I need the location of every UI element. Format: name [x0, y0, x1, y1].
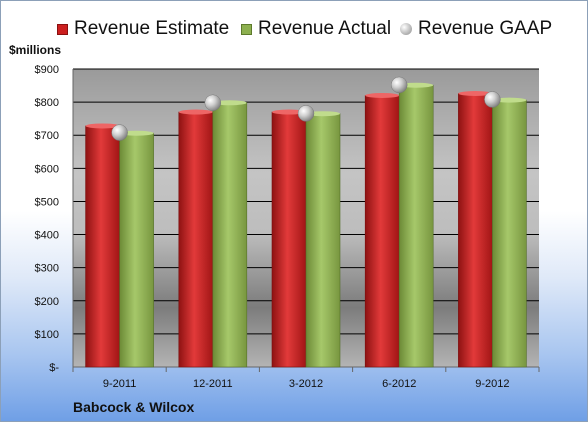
y-tick-label: $400: [35, 230, 59, 242]
x-tick-label: 6-2012: [382, 378, 416, 390]
legend-swatch-actual: [241, 23, 252, 35]
bar-actual-top: [399, 82, 434, 88]
bar-actual: [212, 102, 248, 368]
y-tick-label: $-: [49, 362, 59, 374]
bar-actual: [398, 84, 434, 368]
bar-actual-top: [119, 130, 154, 136]
y-tick-label: $500: [35, 196, 59, 208]
bar-estimate-top: [178, 109, 213, 115]
x-tick-label: 9-2011: [103, 378, 136, 390]
bar-estimate: [85, 125, 120, 368]
bar-actual-top: [212, 100, 247, 106]
y-tick-label: $600: [35, 163, 59, 175]
company-name: Babcock & Wilcox: [73, 399, 195, 415]
y-tick-label: $200: [35, 296, 59, 308]
gaap-marker: [297, 105, 315, 122]
y-tick-label: $300: [35, 263, 59, 275]
legend: Revenue Estimate Revenue Actual Revenue …: [1, 15, 587, 43]
gaap-marker: [204, 94, 222, 112]
legend-item-estimate: Revenue Estimate: [57, 15, 229, 43]
y-tick-label: $900: [35, 64, 59, 76]
bar-actual: [492, 99, 527, 368]
bar-estimate: [458, 93, 493, 368]
legend-item-actual: Revenue Actual: [241, 15, 391, 43]
bar-estimate-top: [458, 91, 493, 97]
bar-estimate: [271, 111, 307, 368]
legend-swatch-estimate: [57, 23, 68, 35]
bar-estimate-top: [365, 92, 400, 98]
x-tick-label: 9-2012: [475, 378, 509, 390]
bar-estimate: [364, 95, 400, 368]
x-tick-label: 3-2012: [289, 378, 323, 390]
y-tick-label: $700: [35, 130, 59, 142]
legend-label-gaap: Revenue GAAP: [418, 18, 553, 39]
bar-estimate: [178, 111, 214, 368]
gaap-marker: [390, 76, 408, 94]
bar-estimate-top: [272, 109, 306, 115]
bar-actual: [305, 113, 341, 368]
bar-actual-top: [492, 97, 527, 103]
y-tick-label: $800: [35, 97, 59, 109]
x-tick-label: 12-2011: [193, 378, 233, 390]
gaap-marker: [484, 91, 501, 108]
legend-swatch-gaap: [400, 23, 412, 35]
y-axis-units-label: $millions: [9, 43, 62, 57]
legend-item-gaap: Revenue GAAP: [400, 15, 552, 43]
legend-label-estimate: Revenue Estimate: [74, 18, 230, 39]
bar-estimate-top: [85, 123, 120, 129]
legend-label-actual: Revenue Actual: [258, 18, 392, 39]
bar-actual-top: [306, 111, 340, 117]
bar-actual: [119, 132, 154, 368]
y-tick-label: $100: [35, 329, 59, 341]
gaap-marker: [111, 124, 128, 141]
